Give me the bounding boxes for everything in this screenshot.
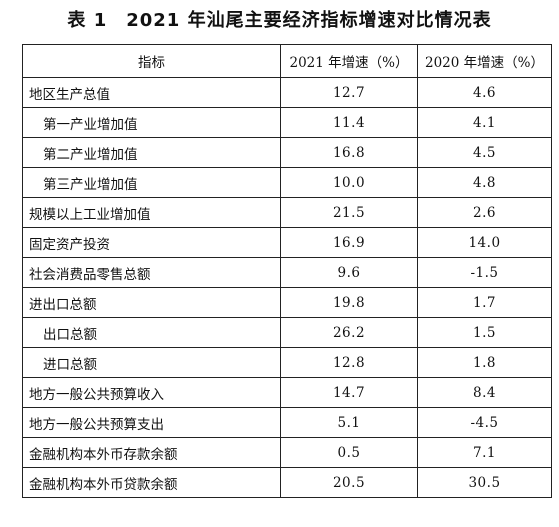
indicator-name: 金融机构本外币存款余额 bbox=[22, 437, 281, 468]
growth-2020: 14.0 bbox=[417, 227, 552, 258]
growth-2021: 26.2 bbox=[280, 317, 418, 348]
growth-2021: 9.6 bbox=[280, 257, 418, 288]
table-body: 地区生产总值 12.7 4.6 第一产业增加值 11.4 4.1 第二产业增加值 16.8 4.… bbox=[22, 77, 552, 498]
growth-2021: 0.5 bbox=[280, 437, 418, 468]
indicator-name: 第二产业增加值 bbox=[22, 137, 281, 168]
indicator-name: 第三产业增加值 bbox=[22, 167, 281, 198]
growth-2021: 5.1 bbox=[280, 407, 418, 438]
table-row: 进出口总额 19.8 1.7 bbox=[22, 287, 552, 318]
growth-2021: 16.9 bbox=[280, 227, 418, 258]
table-row: 第三产业增加值 10.0 4.8 bbox=[22, 167, 552, 198]
growth-2020: -1.5 bbox=[417, 257, 552, 288]
header-2020-growth: 2020 年增速（%） bbox=[417, 44, 552, 78]
growth-2020: 4.8 bbox=[417, 167, 552, 198]
table-row: 社会消费品零售总额 9.6 -1.5 bbox=[22, 257, 552, 288]
growth-2020: 7.1 bbox=[417, 437, 552, 468]
table-row: 第一产业增加值 11.4 4.1 bbox=[22, 107, 552, 138]
table-row: 地方一般公共预算支出 5.1 -4.5 bbox=[22, 407, 552, 438]
growth-2020: 8.4 bbox=[417, 377, 552, 408]
growth-2020: 4.1 bbox=[417, 107, 552, 138]
table-row: 固定资产投资 16.9 14.0 bbox=[22, 227, 552, 258]
table-row: 出口总额 26.2 1.5 bbox=[22, 317, 552, 348]
table-row: 地区生产总值 12.7 4.6 bbox=[22, 77, 552, 108]
growth-2021: 20.5 bbox=[280, 467, 418, 498]
growth-2021: 21.5 bbox=[280, 197, 418, 228]
header-2021-growth: 2021 年增速（%） bbox=[280, 44, 418, 78]
growth-2021: 12.8 bbox=[280, 347, 418, 378]
indicator-name: 社会消费品零售总额 bbox=[22, 257, 281, 288]
growth-2020: 2.6 bbox=[417, 197, 552, 228]
growth-2020: 4.6 bbox=[417, 77, 552, 108]
growth-2021: 11.4 bbox=[280, 107, 418, 138]
indicator-name: 规模以上工业增加值 bbox=[22, 197, 281, 228]
table-row: 金融机构本外币贷款余额 20.5 30.5 bbox=[22, 467, 552, 498]
indicator-name: 地区生产总值 bbox=[22, 77, 281, 108]
growth-2021: 10.0 bbox=[280, 167, 418, 198]
header-indicator: 指标 bbox=[22, 44, 281, 78]
growth-2021: 12.7 bbox=[280, 77, 418, 108]
header-row: 指标 2021 年增速（%） 2020 年增速（%） bbox=[22, 44, 552, 78]
indicator-name: 进口总额 bbox=[22, 347, 281, 378]
indicator-name: 第一产业增加值 bbox=[22, 107, 281, 138]
growth-2020: 30.5 bbox=[417, 467, 552, 498]
indicator-name: 金融机构本外币贷款余额 bbox=[22, 467, 281, 498]
table-row: 第二产业增加值 16.8 4.5 bbox=[22, 137, 552, 168]
growth-2020: 1.7 bbox=[417, 287, 552, 318]
table-row: 金融机构本外币存款余额 0.5 7.1 bbox=[22, 437, 552, 468]
growth-2020: 1.5 bbox=[417, 317, 552, 348]
table-row: 地方一般公共预算收入 14.7 8.4 bbox=[22, 377, 552, 408]
growth-2020: 4.5 bbox=[417, 137, 552, 168]
growth-2020: 1.8 bbox=[417, 347, 552, 378]
growth-2020: -4.5 bbox=[417, 407, 552, 438]
indicator-name: 地方一般公共预算支出 bbox=[22, 407, 281, 438]
growth-2021: 14.7 bbox=[280, 377, 418, 408]
indicator-name: 固定资产投资 bbox=[22, 227, 281, 258]
indicator-name: 地方一般公共预算收入 bbox=[22, 377, 281, 408]
table-header: 指标 2021 年增速（%） 2020 年增速（%） bbox=[22, 44, 552, 78]
growth-2021: 16.8 bbox=[280, 137, 418, 168]
indicator-name: 出口总额 bbox=[22, 317, 281, 348]
table-title: 表 1 2021 年汕尾主要经济指标增速对比情况表 bbox=[67, 10, 492, 31]
table-row: 进口总额 12.8 1.8 bbox=[22, 347, 552, 378]
indicator-table: 指标 2021 年增速（%） 2020 年增速（%） 地区生产总值 12.7 4.6… bbox=[22, 44, 552, 498]
table-row: 规模以上工业增加值 21.5 2.6 bbox=[22, 197, 552, 228]
indicator-name: 进出口总额 bbox=[22, 287, 281, 318]
growth-2021: 19.8 bbox=[280, 287, 418, 318]
